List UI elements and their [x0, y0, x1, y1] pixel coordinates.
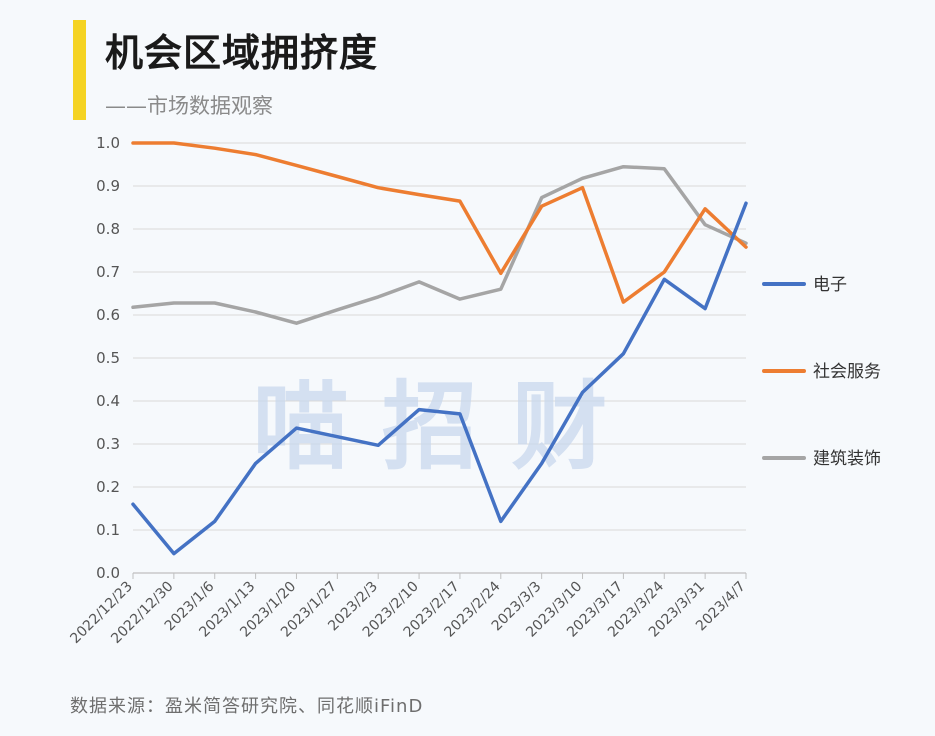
watermark-text: 喵 招 财: [253, 371, 608, 483]
legend-label: 建筑装饰: [813, 449, 881, 469]
y-tick-label: 0.6: [96, 306, 120, 324]
y-tick-label: 0.1: [96, 521, 120, 539]
y-tick-label: 0.4: [96, 392, 120, 410]
y-tick-label: 0.2: [96, 478, 120, 496]
y-tick-label: 1.0: [96, 134, 120, 152]
data-source-note: 数据来源：盈米简答研究院、同花顺iFinD: [70, 696, 424, 717]
series-line-2: [131, 141, 748, 304]
title-accent-bar: [73, 20, 86, 120]
legend-label: 电子: [813, 275, 847, 295]
legend-label: 社会服务: [813, 362, 881, 382]
y-tick-label: 0.3: [96, 435, 120, 453]
y-tick-label: 0.7: [96, 263, 120, 281]
y-tick-label: 0.9: [96, 177, 120, 195]
series-line-3: [131, 164, 748, 325]
series-layer: [131, 141, 748, 556]
y-tick-label: 0.5: [96, 349, 120, 367]
y-tick-label: 0.8: [96, 220, 120, 238]
page-title: 机会区域拥挤度: [105, 31, 379, 75]
page-subtitle: ——市场数据观察: [105, 94, 273, 118]
y-tick-label: 0.0: [96, 564, 120, 582]
series-line-1: [131, 201, 748, 556]
